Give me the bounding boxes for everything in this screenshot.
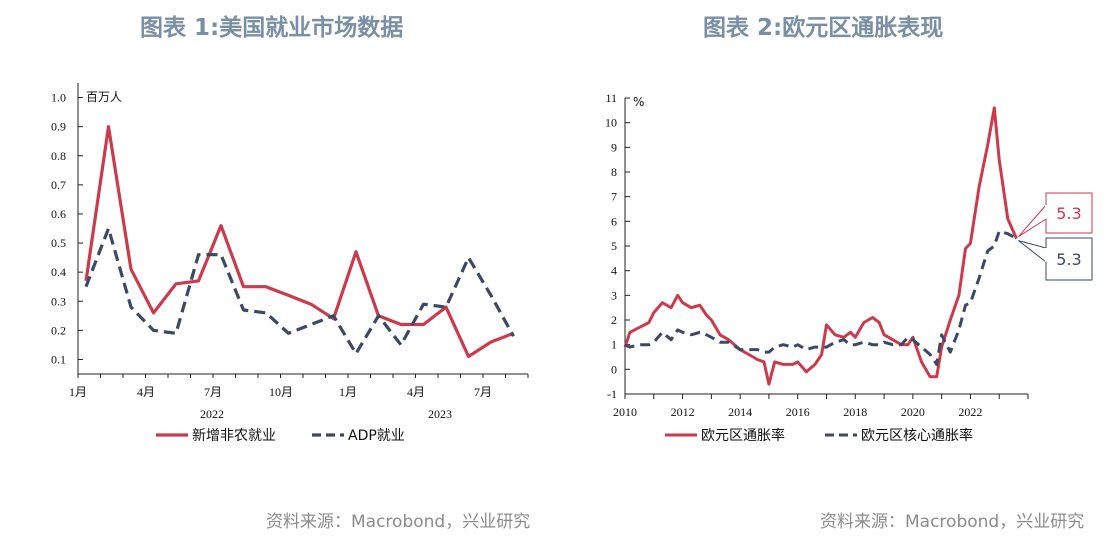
unit-label: 百万人 [86,90,122,104]
y-tick-label: 0.7 [51,178,66,192]
x-tick-label: 4月 [137,385,155,399]
y-tick-label: 9 [611,140,617,154]
y-tick-label: 1 [611,338,617,352]
callout-pointer [1018,203,1047,238]
source-note-left: 资料来源：Macrobond，兴业研究 [266,512,531,532]
y-tick-label: 7 [611,190,617,204]
y-tick-label: 0 [611,362,617,376]
legend-label-headline: 欧元区通胀率 [701,427,785,444]
adp-employment-line [84,226,515,356]
callout-box [1045,192,1093,234]
chart-1-title: 图表 1:美国就业市场数据 [140,15,404,41]
core-inflation-line [624,229,1018,366]
y-tick-label: 0.5 [51,236,66,250]
y-tick-label: 0.8 [51,149,66,163]
unit-label: % [633,95,644,109]
y-tick-label: -1 [607,387,617,401]
y-tick-label: 0.2 [51,323,66,337]
nonfarm-payrolls-line [84,125,515,359]
y-tick-label: 10 [605,116,617,130]
callout-box [1045,237,1093,281]
x-tick-label: 4月 [407,385,425,399]
us-employment-chart: 1.0 0.9 0.8 0.7 0.6 0.5 0.4 0.3 0.2 0.1 1月 4月 7月 10月 1… [51,83,529,444]
x-tick-label: 2020 [901,405,925,419]
x-tick-label: 1月 [339,385,357,399]
callout-joint [1045,248,1048,262]
x-tick-label: 2010 [613,405,637,419]
x-tick-label: 2014 [728,405,752,419]
y-tick-label: 3 [611,288,617,302]
x-tick-label: 10月 [269,385,293,399]
y-tick-label: 2 [611,313,617,327]
y-tick-label: 1.0 [51,91,66,105]
x-tick-label: 2022 [958,405,982,419]
y-tick-label: 0.1 [51,352,66,366]
y-tick-label: 0.3 [51,294,66,308]
y-tick-label: 0.9 [51,120,66,134]
x-tick-label: 7月 [204,385,222,399]
y-tick-label: 0.4 [51,265,66,279]
year-label: 2023 [428,407,452,421]
legend-label-core: 欧元区核心通胀率 [861,427,973,444]
x-tick-label: 7月 [474,385,492,399]
legend-label-nonfarm: 新增非农就业 [192,428,276,444]
callout-pointer [1018,240,1047,264]
y-tick-label: 11 [605,91,617,105]
legend-label-adp: ADP就业 [348,428,405,444]
headline-callout-value: 5.3 [1056,204,1081,223]
y-tick-label: 4 [611,264,617,278]
x-tick-label: 2016 [786,405,810,419]
y-tick-label: 5 [611,239,617,253]
core-callout-value: 5.3 [1056,250,1081,269]
x-tick-label: 1月 [69,385,87,399]
chart-2-title: 图表 2:欧元区通胀表现 [703,15,944,41]
callout-joint [1045,205,1048,219]
y-tick-label: 8 [611,165,617,179]
headline-inflation-line [623,106,1018,386]
x-tick-label: 2012 [671,405,695,419]
y-tick-label: 6 [611,214,617,228]
source-note-right: 资料来源：Macrobond，兴业研究 [820,512,1085,532]
year-label: 2022 [200,407,224,421]
y-tick-label: 0.6 [51,207,66,221]
x-tick-label: 2018 [843,405,867,419]
